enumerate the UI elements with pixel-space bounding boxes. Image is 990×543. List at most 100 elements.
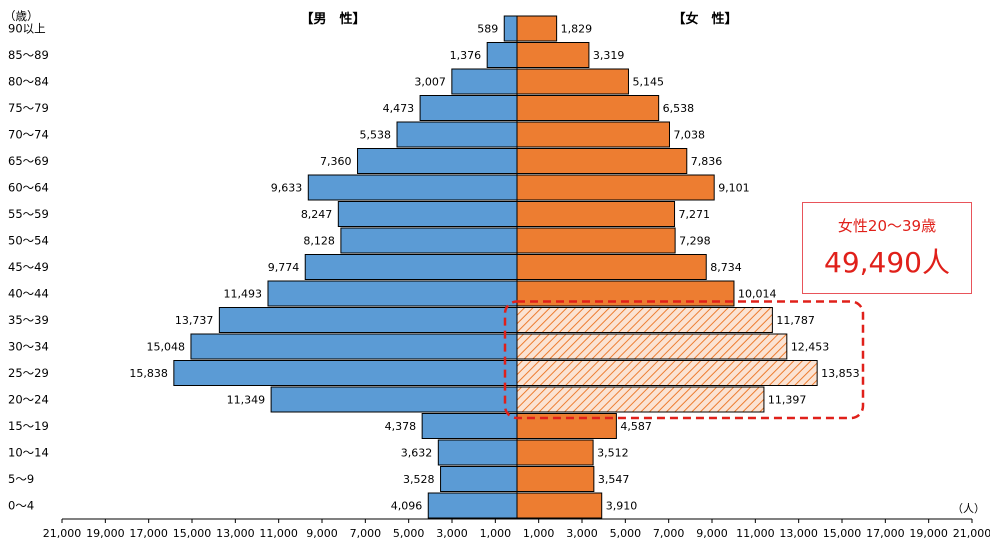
male-value-label-8: 11,493: [223, 288, 262, 301]
male-bar-70〜74: [396, 121, 518, 148]
female-value-label-1: 3,547: [598, 473, 630, 486]
male-bar-65〜69: [357, 148, 518, 174]
female-bar-45〜49: [516, 254, 707, 280]
male-value-label-15: 4,473: [383, 102, 415, 115]
age-label-1: 5〜9: [8, 472, 34, 486]
female-value-label-13: 7,836: [691, 155, 723, 168]
male-value-label-18: 589: [477, 23, 498, 36]
age-label-5: 25〜29: [8, 366, 49, 380]
male-value-label-17: 1,376: [450, 49, 482, 62]
age-label-9: 45〜49: [8, 260, 49, 274]
male-value-label-14: 5,538: [360, 129, 392, 142]
callout-box: 女性20〜39歳 49,490人: [802, 202, 972, 294]
x-tick-label-18: 15,000: [823, 527, 862, 540]
female-value-label-11: 7,271: [679, 208, 711, 221]
male-bar-50〜54: [340, 227, 518, 254]
callout-value: 49,490人: [824, 246, 950, 279]
female-value-label-18: 1,829: [561, 23, 593, 36]
x-tick-label-5: 11,000: [259, 527, 298, 540]
male-header: 【男 性】: [300, 11, 365, 27]
female-bar-55〜59: [516, 201, 676, 227]
age-label-18: 90以上: [8, 22, 46, 36]
male-value-label-4: 11,349: [227, 394, 266, 407]
female-bar-85〜89: [516, 42, 590, 68]
age-label-13: 65〜69: [8, 154, 49, 168]
callout-title: 女性20〜39歳: [837, 217, 937, 235]
female-value-label-12: 9,101: [718, 182, 750, 195]
x-tick-label-11: 1,000: [523, 527, 555, 540]
female-bar-10〜14: [516, 439, 594, 466]
female-bar-60〜64: [516, 174, 715, 201]
age-label-2: 10〜14: [8, 446, 49, 460]
age-label-12: 60〜64: [8, 181, 49, 195]
x-axis: 21,000 19,000 17,000 15,000 13,000 11,000 9,00…: [43, 18, 990, 540]
age-label-6: 30〜34: [8, 340, 49, 354]
female-bar-0〜4: [516, 492, 603, 519]
x-tick-label-6: 9,000: [306, 527, 338, 540]
male-bar-45〜49: [304, 254, 518, 280]
x-tick-label-15: 9,000: [696, 527, 728, 540]
female-value-label-0: 3,910: [606, 500, 638, 513]
y-unit-label: （歳）: [4, 9, 39, 23]
x-tick-label-20: 19,000: [909, 527, 948, 540]
age-label-11: 55〜59: [8, 207, 49, 221]
female-value-label-8: 10,014: [738, 288, 777, 301]
male-value-label-6: 15,048: [146, 341, 185, 354]
male-bar-5〜9: [440, 466, 518, 492]
age-label-16: 80〜84: [8, 75, 49, 89]
female-value-label-5: 13,853: [821, 367, 860, 380]
male-bar-90以上: [503, 15, 518, 42]
age-label-3: 15〜19: [8, 419, 49, 433]
female-value-label-16: 5,145: [632, 76, 664, 89]
x-unit-label: （人）: [952, 502, 985, 515]
age-label-0: 0〜4: [8, 499, 34, 513]
age-label-7: 35〜39: [8, 313, 49, 327]
female-value-label-3: 4,587: [620, 420, 652, 433]
x-tick-label-14: 7,000: [653, 527, 685, 540]
x-tick-label-7: 7,000: [350, 527, 382, 540]
female-header: 【女 性】: [672, 11, 737, 27]
x-tick-label-16: 11,000: [736, 527, 775, 540]
x-tick-label-21: 21,000: [953, 527, 990, 540]
female-value-label-7: 11,787: [776, 314, 815, 327]
x-tick-label-13: 5,000: [610, 527, 642, 540]
x-tick-label-10: 1,000: [480, 527, 512, 540]
male-value-label-16: 3,007: [414, 76, 446, 89]
female-bar-35〜39: [516, 307, 773, 333]
female-bar-75〜79: [516, 95, 660, 121]
x-tick-label-17: 13,000: [779, 527, 818, 540]
female-value-label-2: 3,512: [597, 447, 629, 460]
x-tick-label-3: 15,000: [173, 527, 212, 540]
male-bar-85〜89: [486, 42, 518, 68]
male-value-label-3: 4,378: [385, 420, 417, 433]
x-tick-label-9: 3,000: [436, 527, 468, 540]
male-value-label-7: 13,737: [175, 314, 214, 327]
age-label-4: 20〜24: [8, 393, 49, 407]
age-label-10: 50〜54: [8, 234, 49, 248]
male-value-label-0: 4,096: [391, 500, 423, 513]
male-bar-25〜29: [173, 360, 518, 386]
male-bar-35〜39: [218, 307, 518, 333]
female-bar-20〜24: [516, 386, 765, 413]
female-value-label-14: 7,038: [673, 129, 705, 142]
x-tick-label-2: 17,000: [129, 527, 168, 540]
male-value-label-11: 8,247: [301, 208, 333, 221]
female-value-label-9: 8,734: [710, 261, 742, 274]
x-tick-label-19: 17,000: [866, 527, 905, 540]
age-label-15: 75〜79: [8, 101, 49, 115]
female-bar-80〜84: [516, 68, 629, 95]
male-bar-80〜84: [451, 68, 518, 95]
male-bar-30〜34: [190, 333, 518, 360]
male-value-label-10: 8,128: [303, 235, 335, 248]
male-bar-0〜4: [427, 492, 518, 519]
female-bar-5〜9: [516, 466, 595, 492]
male-bar-10〜14: [437, 439, 518, 466]
male-value-label-13: 7,360: [320, 155, 352, 168]
highlight-outline: [503, 300, 865, 420]
male-value-label-2: 3,632: [401, 447, 433, 460]
male-value-label-12: 9,633: [271, 182, 303, 195]
male-bar-75〜79: [419, 95, 518, 121]
female-bar-90以上: [516, 15, 558, 42]
x-tick-label-4: 13,000: [216, 527, 255, 540]
